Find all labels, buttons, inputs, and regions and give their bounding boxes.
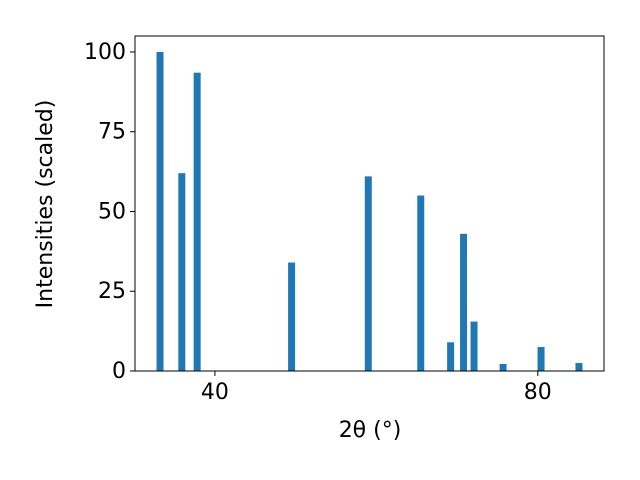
bar	[288, 262, 296, 371]
bar	[499, 363, 507, 371]
bar	[575, 363, 583, 371]
plot-frame	[134, 35, 605, 372]
bar	[537, 347, 545, 371]
x-tick-label: 80	[524, 380, 552, 405]
y-tick-label: 50	[98, 199, 126, 224]
y-tick-label: 100	[84, 40, 126, 65]
bar	[460, 233, 468, 371]
x-tick-label: 40	[201, 380, 229, 405]
bar	[447, 342, 455, 371]
bar	[470, 321, 478, 371]
y-tick-label: 0	[112, 359, 126, 384]
y-tick-label: 75	[98, 120, 126, 145]
x-axis-label: 2θ (°)	[339, 418, 402, 443]
bar	[178, 173, 186, 371]
bar	[364, 176, 372, 371]
y-axis-label: Intensities (scaled)	[33, 100, 58, 309]
y-tick-label: 25	[98, 279, 126, 304]
bar	[417, 195, 425, 371]
bar	[193, 72, 201, 371]
bar	[156, 51, 164, 371]
